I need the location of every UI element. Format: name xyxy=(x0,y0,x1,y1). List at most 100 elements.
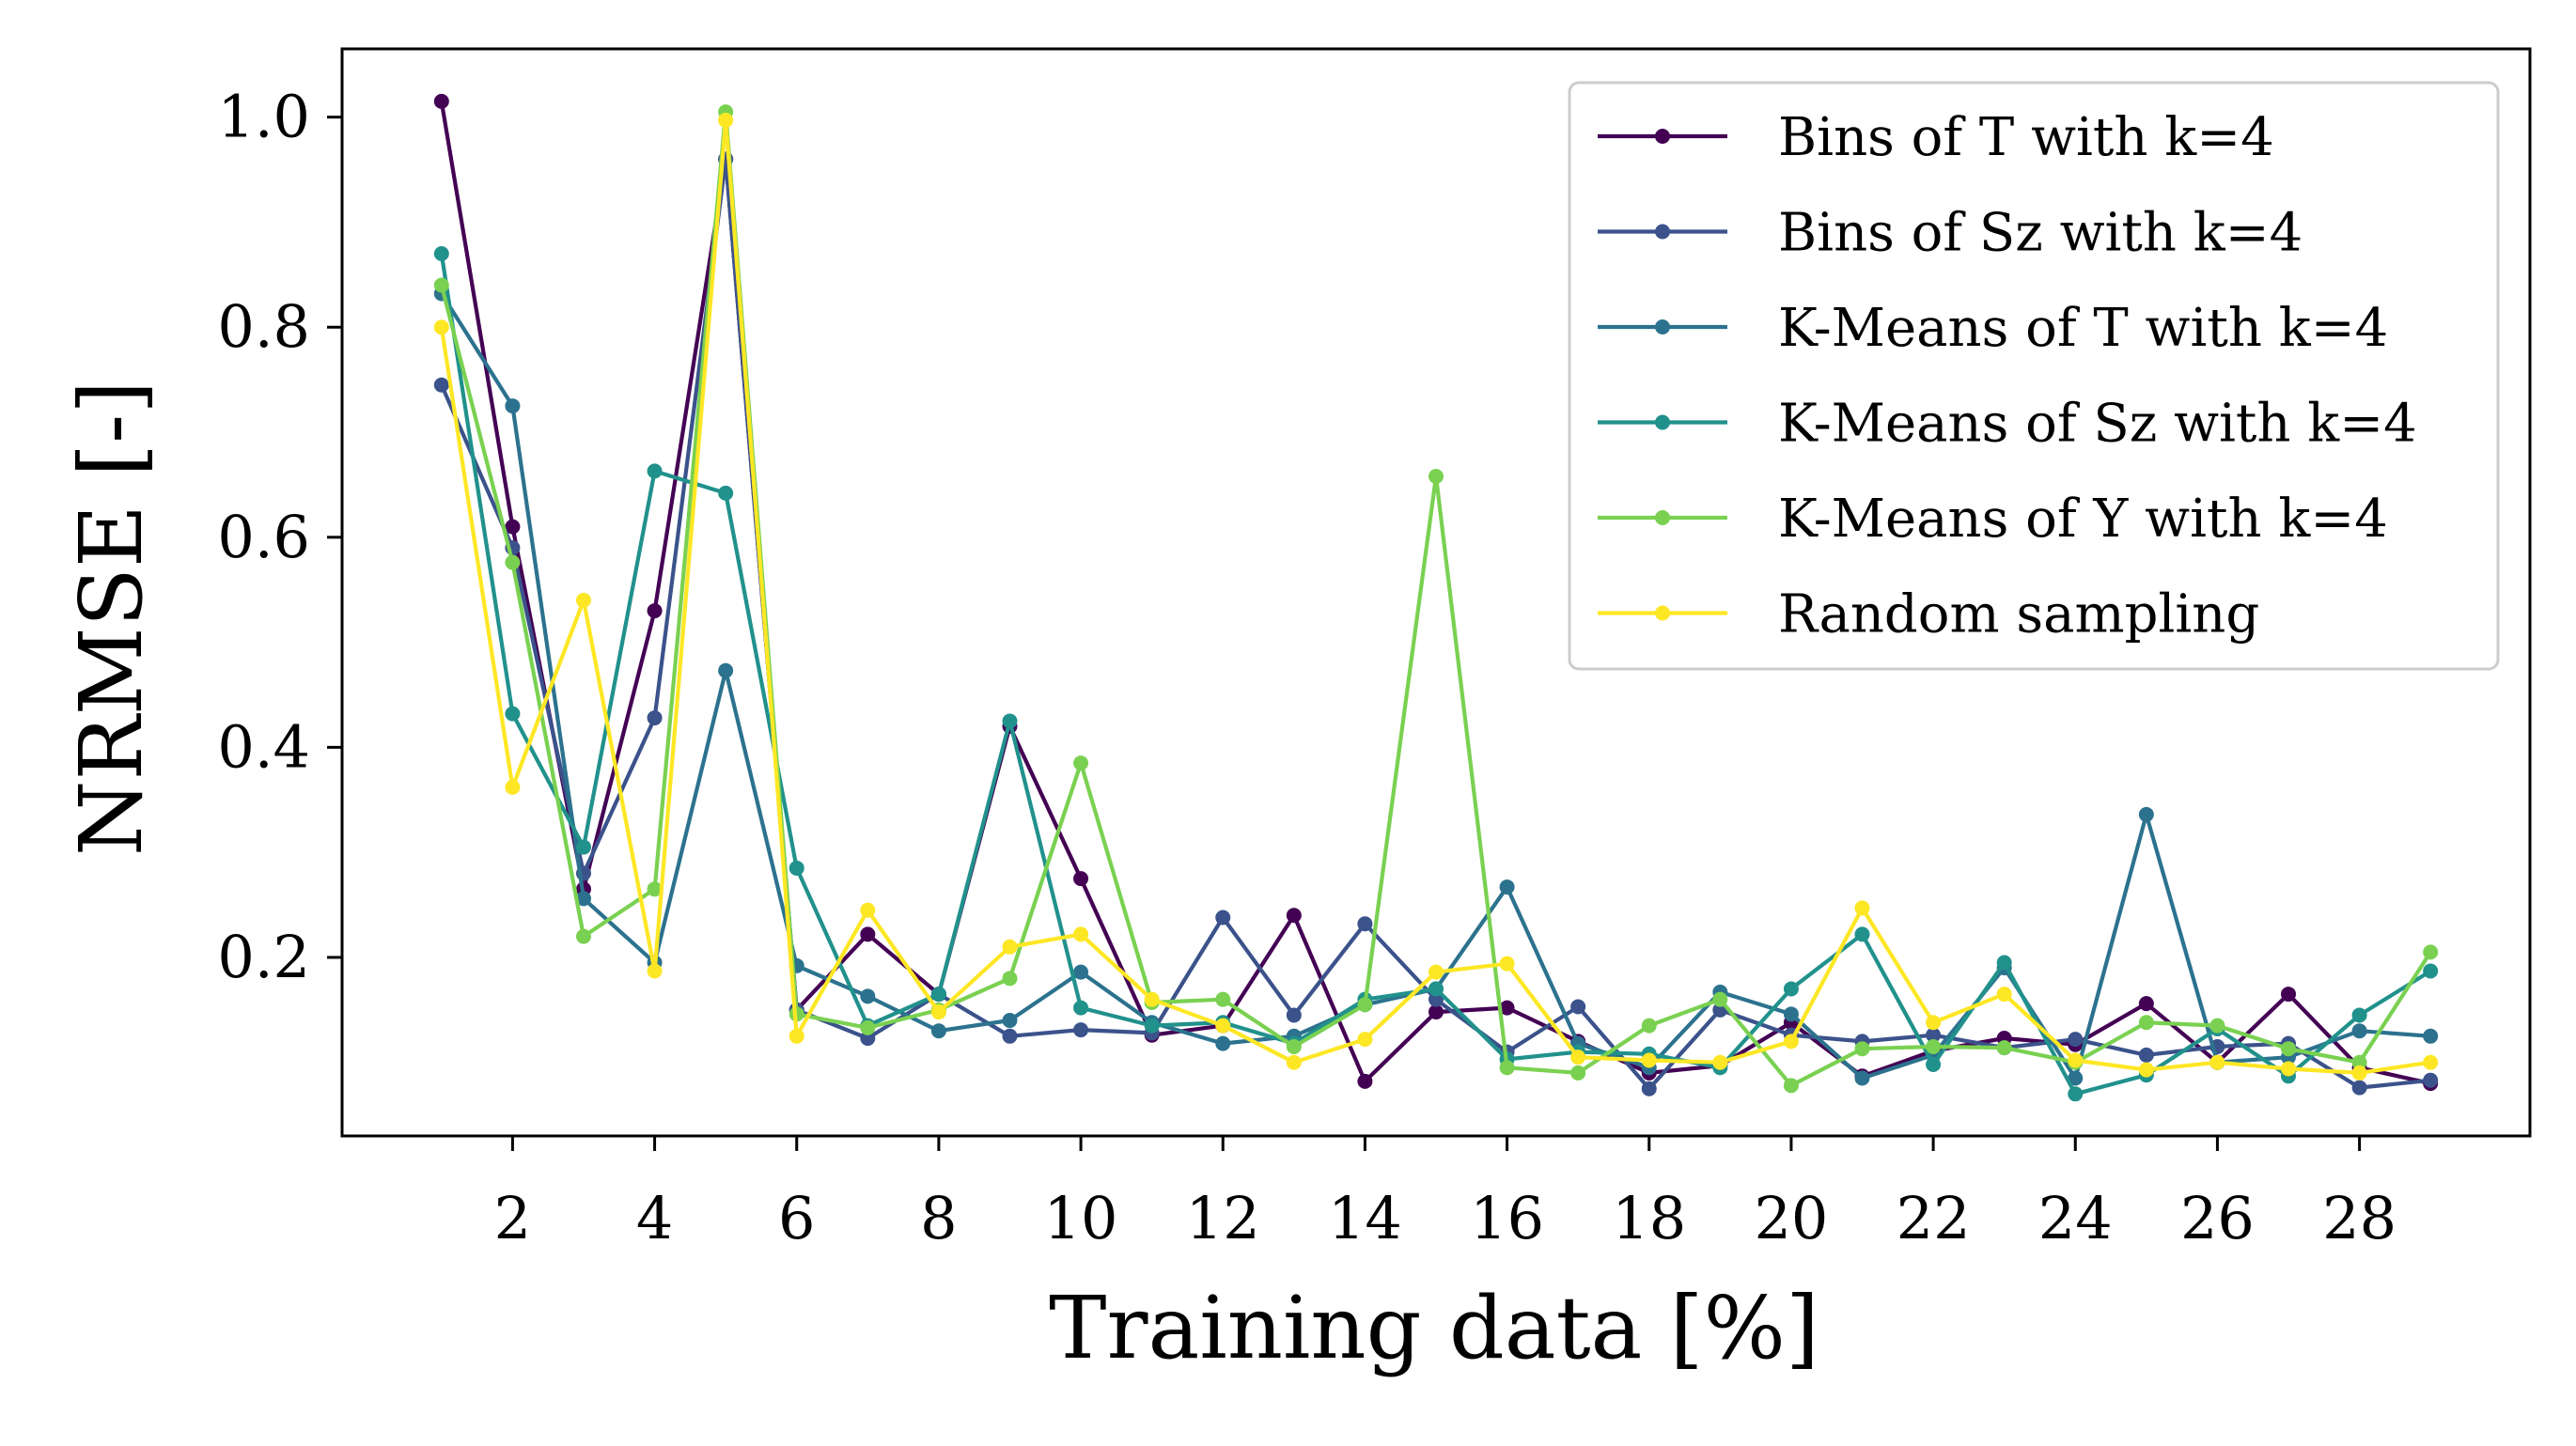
data-point xyxy=(1286,1038,1302,1054)
data-point xyxy=(1783,981,1799,997)
data-point xyxy=(1926,1038,1942,1054)
x-tick-label: 10 xyxy=(1044,1184,1118,1252)
data-point xyxy=(1996,987,2012,1003)
legend: Bins of T with k=4 Bins of Sz with k=4 K-M… xyxy=(1568,81,2500,671)
data-point xyxy=(1429,964,1444,980)
data-point xyxy=(1215,1018,1231,1034)
data-point xyxy=(1357,997,1373,1013)
data-point xyxy=(2138,806,2154,822)
legend-box xyxy=(1568,81,2500,671)
legend-marker xyxy=(1655,414,1670,430)
data-point xyxy=(1002,1013,1018,1029)
data-point xyxy=(788,860,804,876)
data-point xyxy=(433,319,449,335)
data-point xyxy=(1854,900,1870,916)
data-point xyxy=(505,519,521,535)
data-point xyxy=(505,706,521,722)
data-point xyxy=(2209,1054,2225,1070)
x-tick-label: 24 xyxy=(2038,1184,2113,1252)
data-point xyxy=(1783,1006,1799,1022)
data-point xyxy=(1357,916,1373,932)
data-point xyxy=(647,881,663,897)
data-point xyxy=(1926,1027,1942,1043)
data-point xyxy=(930,1023,946,1039)
data-point xyxy=(2423,1072,2439,1088)
data-point xyxy=(1286,1054,1302,1070)
data-point xyxy=(647,463,663,479)
x-tick-label: 26 xyxy=(2180,1184,2255,1252)
data-point xyxy=(2351,1080,2367,1096)
data-point xyxy=(1357,1032,1373,1048)
data-point xyxy=(1144,991,1160,1007)
legend-item: Random sampling xyxy=(1598,584,2259,645)
legend-marker xyxy=(1655,224,1670,240)
x-tick-label: 8 xyxy=(920,1184,957,1252)
y-axis-label: NRMSE [-] xyxy=(61,381,162,856)
data-point xyxy=(2068,1070,2084,1086)
data-point xyxy=(505,398,521,414)
data-point xyxy=(1570,999,1586,1015)
legend-item: Bins of Sz with k=4 xyxy=(1598,203,2303,264)
data-point xyxy=(2068,1052,2084,1068)
data-point xyxy=(2281,1041,2297,1057)
data-point xyxy=(1215,1035,1231,1051)
data-point xyxy=(433,245,449,261)
data-point xyxy=(860,988,876,1004)
data-point xyxy=(1499,879,1515,895)
legend-label: K-Means of T with k=4 xyxy=(1778,298,2388,359)
legend-label: Bins of T with k=4 xyxy=(1778,107,2274,168)
data-point xyxy=(2138,1047,2154,1063)
data-point xyxy=(860,1031,876,1047)
data-point xyxy=(1073,1022,1089,1038)
data-point xyxy=(1926,1015,1942,1031)
data-point xyxy=(1996,1040,2012,1056)
x-tick-label: 16 xyxy=(1470,1184,1544,1252)
plot-frame xyxy=(340,47,2532,1138)
data-point xyxy=(1570,1050,1586,1065)
data-point xyxy=(1429,981,1444,997)
data-point xyxy=(860,902,876,918)
data-point xyxy=(1712,991,1728,1007)
data-point xyxy=(1286,1007,1302,1023)
data-point xyxy=(433,377,449,393)
data-point xyxy=(505,779,521,795)
legend-item: K-Means of Sz with k=4 xyxy=(1598,394,2417,455)
data-point xyxy=(2351,1023,2367,1039)
data-point xyxy=(1854,1070,1870,1086)
data-point xyxy=(718,662,734,678)
data-point xyxy=(1286,908,1302,924)
data-point xyxy=(505,554,521,570)
data-point xyxy=(1002,939,1018,955)
legend-marker xyxy=(1655,510,1670,525)
data-point xyxy=(930,1004,946,1020)
y-tick-label: 0.6 xyxy=(217,503,310,571)
data-point xyxy=(2281,987,2297,1003)
data-point xyxy=(1073,964,1089,980)
data-point xyxy=(2138,996,2154,1012)
data-point xyxy=(1854,926,1870,942)
data-point xyxy=(647,710,663,726)
data-point xyxy=(2423,1028,2439,1044)
data-point xyxy=(433,93,449,109)
data-point xyxy=(1429,468,1444,484)
data-point xyxy=(1570,1065,1586,1081)
data-point xyxy=(575,839,591,855)
x-tick-label: 22 xyxy=(1897,1184,1971,1252)
data-point xyxy=(1144,1018,1160,1034)
data-point xyxy=(2351,1054,2367,1070)
x-tick-label: 28 xyxy=(2322,1184,2396,1252)
y-tick-label: 0.8 xyxy=(217,292,310,361)
data-point xyxy=(2423,1054,2439,1070)
data-point xyxy=(1783,1034,1799,1050)
x-axis-label: Training data [%] xyxy=(1049,1278,1819,1378)
data-point xyxy=(1073,1000,1089,1016)
data-point xyxy=(1215,910,1231,925)
data-point xyxy=(2423,963,2439,979)
data-point xyxy=(1641,1018,1657,1034)
data-point xyxy=(1641,1081,1657,1096)
data-point xyxy=(1073,871,1089,887)
x-tick-label: 14 xyxy=(1328,1184,1402,1252)
data-point xyxy=(647,963,663,979)
data-point xyxy=(2068,1032,2084,1048)
